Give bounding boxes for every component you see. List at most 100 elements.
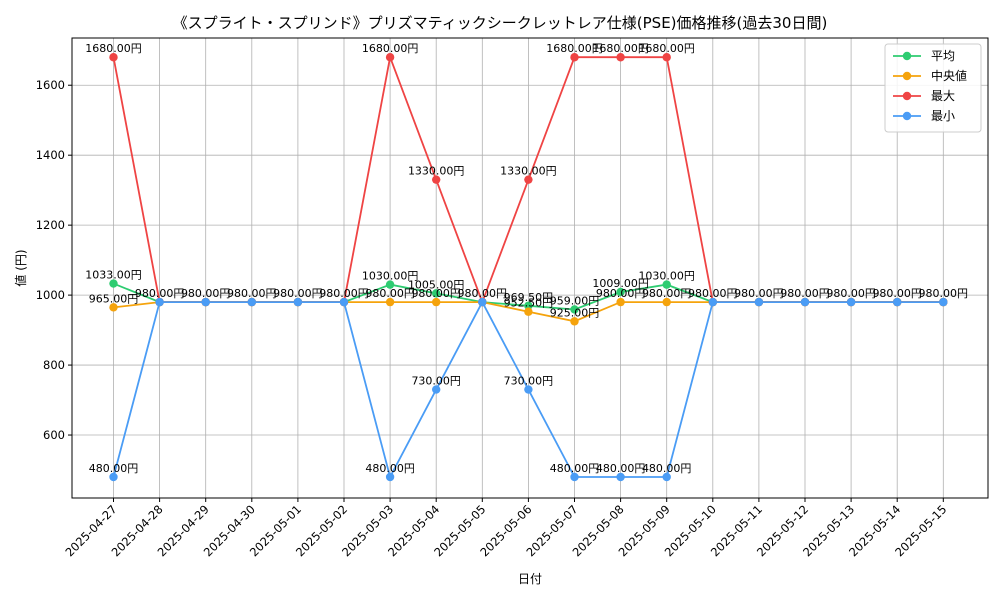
data-point: [708, 297, 717, 307]
data-label: 980.00円: [688, 287, 738, 300]
data-label: 980.00円: [227, 287, 277, 300]
data-point: [662, 472, 671, 482]
data-label: 980.00円: [458, 287, 508, 300]
grid: [72, 38, 988, 498]
data-label: 1009.00円: [592, 277, 649, 290]
data-label: 1033.00円: [85, 269, 142, 282]
legend-marker: [902, 91, 912, 101]
data-point: [846, 297, 856, 307]
data-label: 1680.00円: [362, 42, 419, 55]
legend-marker: [902, 71, 912, 81]
series-layer: [109, 53, 948, 482]
data-label: 1330.00円: [500, 165, 557, 178]
legend-marker: [902, 51, 912, 61]
data-point: [339, 297, 349, 307]
data-label: 969.50円: [504, 291, 554, 304]
data-label: 952.50円: [504, 297, 554, 310]
data-point: [570, 305, 579, 314]
y-tick-label: 1600: [36, 78, 65, 92]
data-point: [385, 297, 395, 307]
data-point: [432, 175, 441, 184]
data-label: 1330.00円: [408, 165, 465, 178]
data-point: [939, 297, 948, 307]
data-label: 980.00円: [642, 287, 692, 300]
y-axis-label: 値 (円): [13, 249, 28, 286]
legend-box: [884, 43, 982, 133]
data-point: [109, 53, 118, 62]
axis-ticks: 2025-04-272025-04-282025-04-292025-04-30…: [36, 78, 950, 559]
data-label: 980.00円: [872, 287, 922, 300]
legend-label: 最小: [931, 109, 955, 123]
data-label: 1005.00円: [408, 278, 465, 291]
data-point: [570, 472, 579, 482]
data-label: 980.00円: [365, 287, 415, 300]
data-point: [155, 297, 164, 307]
data-label: 1030.00円: [638, 270, 695, 283]
data-label: 980.00円: [596, 287, 646, 300]
y-tick-label: 600: [43, 428, 65, 442]
data-point: [616, 53, 625, 62]
data-point: [385, 280, 395, 289]
data-point: [478, 297, 487, 307]
data-point: [109, 472, 118, 482]
data-point: [432, 297, 441, 307]
data-label: 959.00円: [550, 294, 600, 307]
data-label: 480.00円: [596, 462, 646, 475]
data-label: 480.00円: [365, 462, 415, 475]
data-point: [800, 297, 810, 307]
data-label: 980.00円: [919, 287, 969, 300]
data-label: 730.00円: [411, 375, 461, 388]
data-label: 980.00円: [319, 287, 369, 300]
data-label: 480.00円: [642, 462, 692, 475]
data-point: [754, 297, 764, 307]
data-label: 965.00円: [89, 292, 139, 305]
data-label: 980.00円: [411, 287, 461, 300]
data-point: [432, 289, 441, 298]
data-point: [524, 175, 533, 184]
data-point: [662, 280, 671, 289]
data-label: 980.00円: [181, 287, 231, 300]
data-label: 980.00円: [135, 287, 185, 300]
data-label: 1030.00円: [362, 270, 419, 283]
data-point: [385, 53, 395, 62]
series-最小: [109, 297, 948, 482]
data-point: [524, 307, 533, 316]
data-point: [616, 297, 625, 307]
data-label: 980.00円: [734, 287, 784, 300]
data-point: [293, 297, 303, 307]
plot-frame: [71, 37, 989, 499]
data-label: 980.00円: [273, 287, 323, 300]
data-label: 925.00円: [550, 306, 600, 319]
data-point: [432, 385, 441, 394]
legend-marker: [902, 111, 912, 121]
data-point: [524, 301, 533, 310]
data-point: [662, 297, 671, 307]
data-point: [385, 472, 395, 482]
legend-label: 中央値: [931, 68, 967, 83]
y-tick-label: 800: [43, 358, 65, 372]
y-tick-label: 1400: [36, 148, 65, 162]
data-point: [247, 297, 256, 307]
data-label: 1680.00円: [592, 42, 649, 55]
data-label: 730.00円: [504, 375, 554, 388]
chart-title: 《スプライト・スプリンド》プリズマティックシークレットレア仕様(PSE)価格推移…: [173, 14, 828, 32]
x-axis-label: 日付: [518, 572, 542, 586]
data-label: 480.00円: [550, 462, 600, 475]
data-label: 980.00円: [780, 287, 830, 300]
data-label: 1680.00円: [638, 42, 695, 55]
data-point: [570, 53, 579, 62]
legend-label: 最大: [931, 89, 955, 103]
data-labels: 1033.00円 1030.00円1005.00円969.50円959.00円10…: [85, 42, 968, 475]
data-point: [570, 317, 579, 326]
data-point: [893, 297, 902, 307]
data-label: 480.00円: [89, 462, 139, 475]
data-point: [616, 472, 625, 482]
data-label: 980.00円: [826, 287, 876, 300]
data-point: [109, 279, 118, 288]
data-point: [524, 385, 533, 394]
y-tick-label: 1000: [36, 288, 65, 302]
data-point: [616, 287, 625, 297]
data-point: [662, 53, 671, 62]
